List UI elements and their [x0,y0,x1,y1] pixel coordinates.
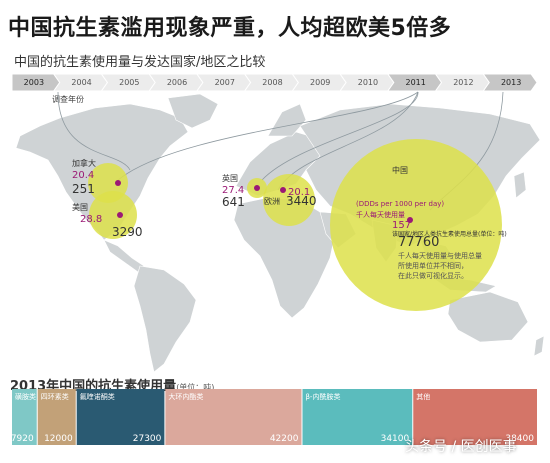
value-dot-europe [280,187,286,193]
timeline-segment-2009 [291,74,347,91]
bar-category-label: 氟喹诺酮类 [80,392,115,401]
bar-value-label: 38400 [505,434,534,444]
timeline-year-2003: 2003 [23,78,45,87]
per-capita-value-uk: 27.4 [222,185,244,196]
chart-subtitle: 中国的抗生素使用量与发达国家/地区之比较 [14,55,266,70]
per-capita-value-china: 157 [392,220,411,231]
south-america-landmass [133,265,197,373]
map-footnote-line: 千人每天使用量与使用总量 [398,251,482,260]
bubble-china [330,139,502,311]
per-capita-label: 千人每天使用量 [356,210,405,219]
value-dot-uk [254,185,260,191]
value-dot-usa [117,212,123,218]
bar-segment-1 [37,389,76,445]
timeline-arrows [12,74,537,91]
bar-segment-2 [76,389,165,445]
bubble-usa [89,191,137,239]
timeline-segment-2008 [244,74,299,91]
total-value-europe: 3440 [286,194,317,208]
total-value-china: 77760 [398,235,439,250]
bar-value-label: 27300 [133,434,162,444]
per-capita-value-europe: 20.1 [288,187,310,198]
watermark: 头条号 / 医创医事 [405,439,517,455]
value-dot-china [407,217,413,223]
timeline-year-2007: 2007 [214,78,235,87]
timeline-segment-2007 [196,74,252,91]
timeline-year-2005: 2005 [119,78,140,87]
region-name-china: 中国 [392,165,408,175]
region-name-usa: 美国 [72,202,88,212]
bar-segment-5 [413,389,537,445]
region-name-canada: 加拿大 [72,158,96,168]
total-value-canada: 251 [72,182,95,196]
timeline-segment-2010 [339,74,395,91]
region-name-europe: 欧洲 [264,196,280,206]
bar-segment-4 [302,389,413,445]
per-capita-value-canada: 20.4 [72,170,94,181]
timeline-segment-2006 [148,74,204,91]
timeline-year-2012: 2012 [453,78,474,87]
total-usage-label: 该国家/地区人类抗生素使用总量(单位：吨) [392,230,507,238]
connector-line-2011 [117,91,419,181]
timeline-segment-2005 [100,74,156,91]
timeline-year-2004: 2004 [71,78,92,87]
timeline-year-2011: 2011 [405,78,426,87]
bar-value-label: 12000 [44,434,73,444]
timeline-year-2006: 2006 [166,78,188,87]
page-title: 中国抗生素滥用现象严重，人均超欧美5倍多 [8,16,452,41]
bar-value-label: 42200 [270,434,299,444]
timeline-segment-2013 [482,74,537,91]
australia-landmass [447,291,529,343]
timeline-segment-2011 [387,74,443,91]
map-footnote-line: 在此只做可视化显示。 [398,271,468,280]
timeline-year-2008: 2008 [262,78,283,87]
bar-category-label: 大环内酯类 [168,392,203,401]
bar-segment-0 [12,389,37,445]
ddd-note: (DDDs per 1000 per day) [356,200,444,208]
year-timeline: 2003 2004 2005 2006 2007 2008 2009 2010 2011 2012… [12,74,537,91]
bar-category-label: 磺胺类 [15,392,36,401]
map-footnote-line: 所使用单位并不相同， [398,261,468,270]
new-zealand-landmass [533,335,545,357]
japan-landmass [513,171,527,199]
timeline-year-2010: 2010 [357,78,379,87]
bar-category-label: 其他 [416,392,430,401]
bar-category-label: β-内酰胺类 [305,392,340,401]
total-value-usa: 3290 [112,225,143,239]
timeline-segment-2012 [434,74,490,91]
bottom-chart-unit: (单位：吨) [176,383,215,392]
bar-segment-3 [165,389,302,445]
bar-category-label: 四环素类 [41,392,69,401]
region-name-uk: 英国 [222,173,238,183]
connector-line-2003 [57,91,131,171]
bar-value-label: 7920 [11,434,34,444]
timeline-year-2013: 2013 [500,78,522,87]
greenland-landmass [167,93,219,129]
timeline-year-2009: 2009 [310,78,331,87]
timeline-segment-2004 [53,74,109,91]
survey-year-label: 调查年份 [52,95,84,104]
per-capita-value-usa: 28.8 [80,214,102,225]
bar-value-label: 34100 [381,434,410,444]
bubble-europe [263,174,315,226]
total-value-uk: 641 [222,195,245,209]
connector-line-2011 [261,91,419,181]
value-dot-canada [115,180,121,186]
